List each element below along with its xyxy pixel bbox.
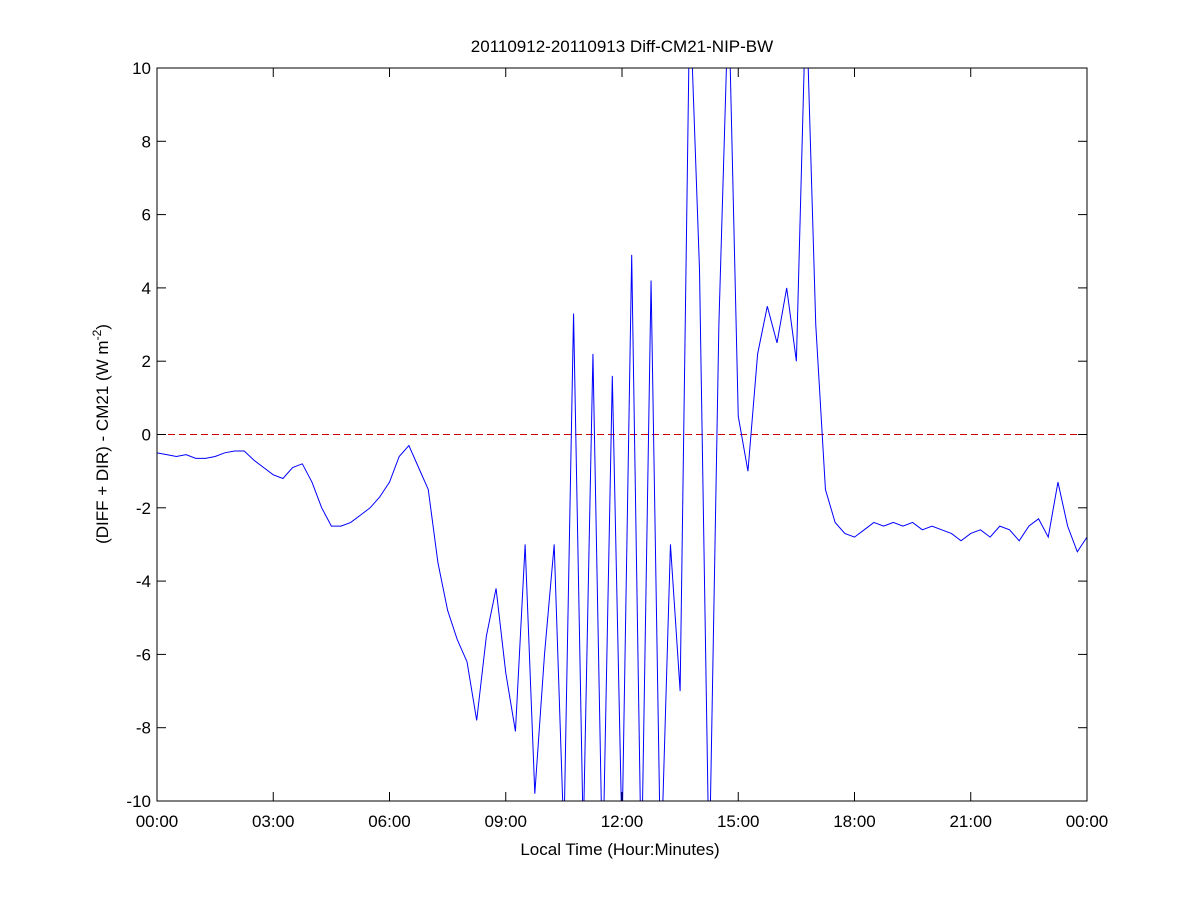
y-label-sup: -2 [90,329,104,340]
y-tick-label: -4 [136,572,151,591]
y-label-end: ) [93,324,112,330]
y-label-text: (DIFF + DIR) - CM21 (W m [93,340,112,544]
x-tick-label: 21:00 [949,812,992,831]
y-tick-label: 10 [132,59,151,78]
y-tick-label: 8 [142,132,151,151]
x-tick-label: 15:00 [717,812,760,831]
x-axis-label: Local Time (Hour:Minutes) [520,840,719,859]
x-tick-label: 00:00 [136,812,179,831]
plot-area [157,68,1087,801]
y-axis-label: (DIFF + DIR) - CM21 (W m-2) [90,324,112,544]
y-tick-label: -6 [136,645,151,664]
chart-title: 20110912-20110913 Diff-CM21-NIP-BW [471,37,773,56]
x-tick-label: 06:00 [368,812,411,831]
data-line [157,68,1087,801]
x-tick-label: 12:00 [601,812,644,831]
y-tick-label: 0 [142,426,151,445]
y-tick-label: -8 [136,719,151,738]
x-tick-label: 18:00 [833,812,876,831]
y-tick-label: 4 [142,279,151,298]
x-tick-label: 03:00 [252,812,295,831]
y-tick-label: -2 [136,499,151,518]
y-tick-label: -10 [126,792,151,811]
y-tick-label: 6 [142,206,151,225]
x-tick-label: 00:00 [1066,812,1109,831]
x-tick-label: 09:00 [484,812,527,831]
y-tick-label: 2 [142,352,151,371]
